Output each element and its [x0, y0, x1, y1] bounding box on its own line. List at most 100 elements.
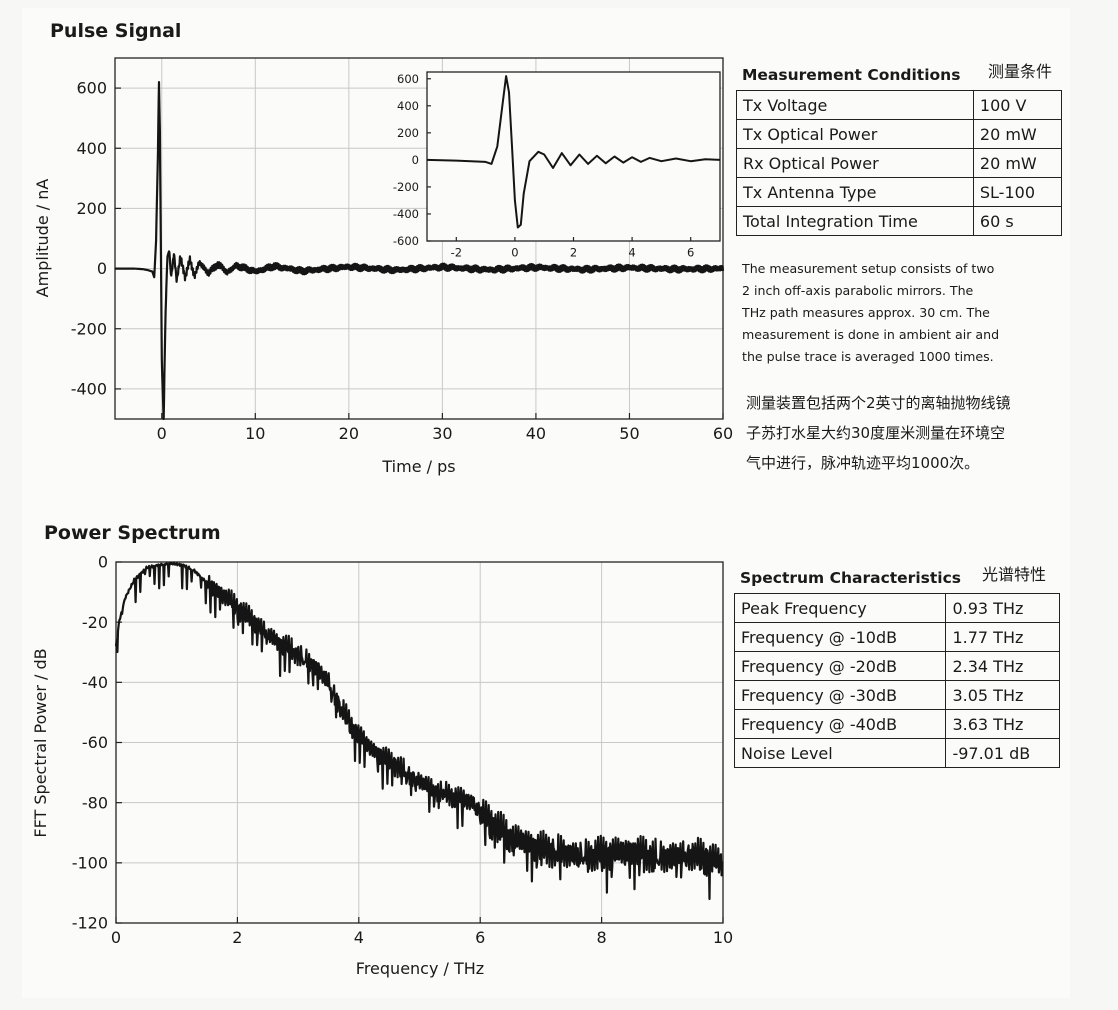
- condition-label: Rx Optical Power: [736, 148, 974, 178]
- pulse-y-tick-label: 0: [97, 259, 107, 278]
- note-line: THz path measures approx. 30 cm. The: [742, 305, 990, 320]
- inset-x-tick-label: 0: [511, 246, 518, 260]
- table-row: Tx Voltage 100 V: [736, 90, 1063, 120]
- inset-y-tick-label: 0: [412, 153, 419, 167]
- pulse-y-tick-label: 600: [76, 79, 107, 98]
- spectrum-table-title-cn: 光谱特性: [982, 565, 1047, 584]
- pulse-section-title: Pulse Signal: [50, 20, 182, 42]
- pulse-x-tick-label: 50: [619, 424, 639, 443]
- conditions-table: Tx Voltage 100 V Tx Optical Power 20 mW Rx…: [736, 90, 1063, 236]
- condition-value: 100 V: [972, 90, 1063, 120]
- condition-value: 20 mW: [972, 148, 1063, 178]
- characteristic-label: Frequency @ -10dB: [733, 622, 947, 652]
- table-row: Frequency @ -20dB 2.34 THz: [733, 651, 1060, 681]
- pulse-y-tick-label: 200: [76, 199, 107, 218]
- spectrum-y-tick-label: 0: [98, 553, 108, 572]
- condition-value: 20 mW: [972, 119, 1063, 149]
- inset-x-tick-label: 2: [570, 246, 577, 260]
- characteristic-label: Frequency @ -40dB: [733, 709, 947, 739]
- condition-label: Tx Antenna Type: [736, 177, 974, 207]
- table-row: Rx Optical Power 20 mW: [736, 148, 1063, 178]
- table-row: Frequency @ -30dB 3.05 THz: [733, 680, 1060, 710]
- inset-y-tick-label: 600: [397, 72, 419, 86]
- inset-x-tick-label: 6: [687, 246, 694, 260]
- spectrum-y-axis-label: FFT Spectral Power / dB: [31, 648, 50, 837]
- note-line: The measurement setup consists of two: [742, 261, 995, 276]
- table-row: Total Integration Time 60 s: [736, 206, 1063, 236]
- spectrum-section-title: Power Spectrum: [44, 522, 221, 544]
- table-row: Frequency @ -10dB 1.77 THz: [733, 622, 1060, 652]
- condition-label: Tx Voltage: [736, 90, 974, 120]
- spectrum-x-tick-label: 8: [597, 928, 607, 947]
- note-line: 2 inch off-axis parabolic mirrors. The: [742, 283, 974, 298]
- characteristic-label: Peak Frequency: [733, 593, 947, 623]
- inset-series-line: [426, 75, 721, 229]
- spectrum-y-tick-label: -40: [82, 673, 108, 692]
- pulse-y-tick-label: 400: [76, 139, 107, 158]
- pulse-y-axis-label: Amplitude / nA: [33, 179, 52, 298]
- measurement-note-cn: 测量装置包括两个2英寸的离轴抛物线镜 子苏打水星大约30度厘米测量在环境空 气中…: [746, 388, 1011, 478]
- condition-label: Tx Optical Power: [736, 119, 974, 149]
- spectrum-y-tick-label: -20: [82, 613, 108, 632]
- inset-y-tick-label: -600: [393, 234, 419, 248]
- pulse-series-line: [114, 81, 725, 421]
- pulse-x-tick-label: 60: [713, 424, 733, 443]
- inset-y-tick-label: 400: [397, 99, 419, 113]
- pulse-x-tick-label: 10: [245, 424, 265, 443]
- note-cn-line: 子苏打水星大约30度厘米测量在环境空: [746, 424, 1006, 442]
- inset-y-tick-label: 200: [397, 126, 419, 140]
- spectrum-x-tick-label: 2: [232, 928, 242, 947]
- spectrum-x-tick-label: 4: [354, 928, 364, 947]
- pulse-x-tick-label: 20: [339, 424, 359, 443]
- condition-value: SL-100: [972, 177, 1063, 207]
- characteristic-label: Noise Level: [733, 738, 947, 768]
- spectrum-series-line: [114, 561, 724, 901]
- characteristic-value: 3.63 THz: [945, 709, 1060, 739]
- pulse-y-tick-label: -400: [71, 380, 107, 399]
- inset-x-tick-label: 4: [628, 246, 635, 260]
- table-row: Tx Antenna Type SL-100: [736, 177, 1063, 207]
- table-row: Tx Optical Power 20 mW: [736, 119, 1063, 149]
- pulse-x-tick-label: 30: [432, 424, 452, 443]
- inset-x-tick-label: -2: [451, 246, 462, 260]
- characteristic-value: -97.01 dB: [945, 738, 1060, 768]
- table-row: Peak Frequency 0.93 THz: [733, 593, 1060, 623]
- characteristic-value: 0.93 THz: [945, 593, 1060, 623]
- note-cn-line: 气中进行，脉冲轨迹平均1000次。: [746, 454, 980, 472]
- characteristic-label: Frequency @ -20dB: [733, 651, 947, 681]
- characteristic-value: 2.34 THz: [945, 651, 1060, 681]
- spectrum-y-tick-label: -100: [72, 853, 108, 872]
- characteristic-label: Frequency @ -30dB: [733, 680, 947, 710]
- spectrum-x-tick-label: 0: [111, 928, 121, 947]
- pulse-frame: [114, 57, 724, 420]
- spectrum-x-axis-label: Frequency / THz: [356, 959, 484, 978]
- spectrum-chart: 0 2 4 6 8 10 0 -20 -40 -60 -80 -100 -120 Frequency / …: [31, 553, 733, 978]
- conditions-table-title-cn: 测量条件: [988, 62, 1053, 81]
- pulse-x-tick-label: 40: [526, 424, 546, 443]
- note-cn-line: 测量装置包括两个2英寸的离轴抛物线镜: [746, 394, 1011, 412]
- inset-plot-bg: [427, 72, 720, 241]
- characteristic-value: 1.77 THz: [945, 622, 1060, 652]
- condition-value: 60 s: [972, 206, 1063, 236]
- spectrum-y-tick-label: -60: [82, 733, 108, 752]
- pulse-x-axis-label: Time / ps: [381, 457, 455, 476]
- spectrum-x-tick-label: 6: [475, 928, 485, 947]
- spectrum-y-tick-label: -80: [82, 793, 108, 812]
- spectrum-y-tick-label: -120: [72, 914, 108, 933]
- table-row: Noise Level -97.01 dB: [733, 738, 1060, 768]
- table-row: Frequency @ -40dB 3.63 THz: [733, 709, 1060, 739]
- conditions-table-title: Measurement Conditions: [742, 66, 961, 84]
- measurement-note: The measurement setup consists of two 2 …: [742, 258, 999, 368]
- note-line: the pulse trace is averaged 1000 times.: [742, 349, 994, 364]
- pulse-y-tick-label: -200: [71, 319, 107, 338]
- note-line: measurement is done in ambient air and: [742, 327, 1000, 342]
- pulse-x-tick-label: 0: [157, 424, 167, 443]
- condition-label: Total Integration Time: [736, 206, 974, 236]
- inset-y-tick-label: -400: [393, 207, 419, 221]
- spectrum-table: Peak Frequency 0.93 THz Frequency @ -10dB…: [733, 593, 1060, 768]
- spectrum-table-title: Spectrum Characteristics: [740, 569, 961, 587]
- inset-y-tick-label: -200: [393, 180, 419, 194]
- characteristic-value: 3.05 THz: [945, 680, 1060, 710]
- spectrum-x-tick-label: 10: [713, 928, 733, 947]
